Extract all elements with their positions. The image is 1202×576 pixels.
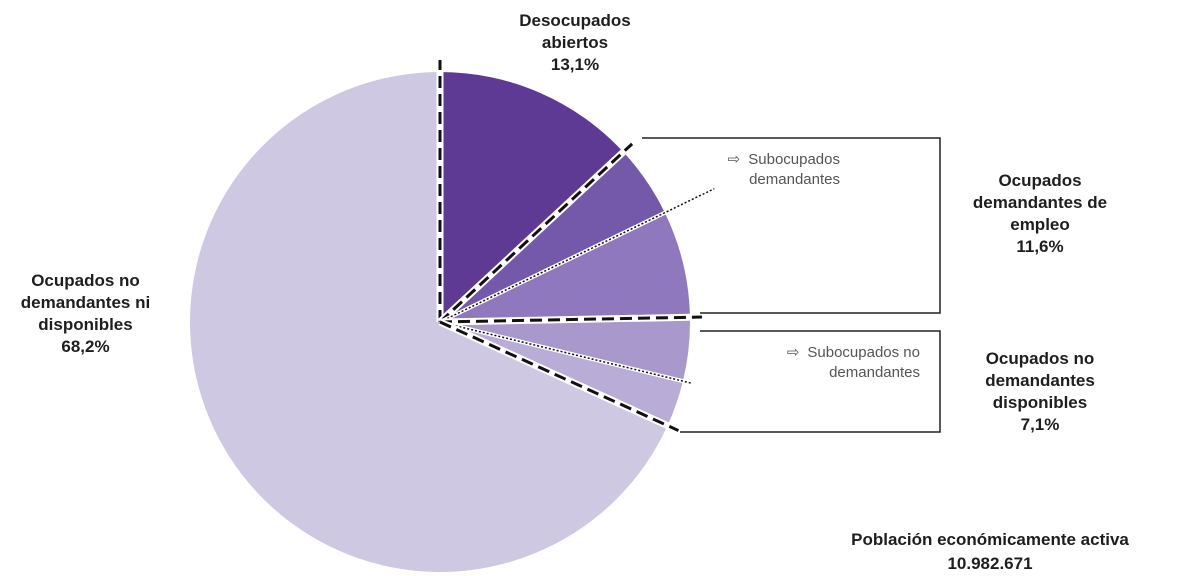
bracket — [680, 330, 941, 433]
slice — [440, 317, 690, 382]
category-label: Desocupados abiertos — [519, 11, 631, 52]
boundaries — [436, 60, 716, 434]
bracket — [642, 137, 941, 314]
sub-label: ⇨ Subocupados no demandantes — [720, 343, 920, 383]
slice — [440, 152, 665, 322]
note-title: Población económicamente activa — [851, 530, 1129, 549]
slice — [190, 72, 668, 572]
value-label: 68,2% — [61, 337, 110, 356]
slice-label: Ocupados no demandantes disponibles 7,1% — [965, 348, 1115, 436]
note: Población económicamente activa 10.982.6… — [790, 528, 1190, 576]
slice-label: Desocupados abiertos 13,1% — [505, 10, 645, 76]
category-label: Ocupados no demandantes ni disponibles — [20, 271, 151, 334]
category-label: Ocupados demandantes de empleo — [972, 171, 1108, 234]
note-value: 10.982.671 — [947, 554, 1033, 573]
slice-edge — [439, 315, 702, 324]
subcategory-label: Subocupados demandantes — [748, 151, 840, 188]
value-label: 13,1% — [550, 55, 600, 74]
value-label: 7,1% — [1020, 415, 1060, 434]
slice-label: Ocupados demandantes de empleo 11,6% — [965, 170, 1115, 258]
slice — [440, 212, 690, 322]
slice-edge — [439, 321, 693, 385]
slice-label: Ocupados no demandantes ni disponibles 6… — [8, 270, 163, 358]
subcategory-label: Subocupados no demandantes — [807, 344, 920, 381]
slice-edge — [438, 142, 634, 324]
slice-edge — [439, 188, 715, 323]
slice-edge — [439, 320, 680, 432]
arrow-icon: ⇨ — [786, 344, 800, 361]
arrow-icon: ⇨ — [727, 151, 741, 168]
value-label: 11,6% — [1016, 237, 1064, 256]
sub-label: ⇨ Subocupados demandantes — [680, 150, 840, 190]
category-label: Ocupados no demandantes disponibles — [985, 349, 1095, 412]
slice — [440, 72, 624, 322]
